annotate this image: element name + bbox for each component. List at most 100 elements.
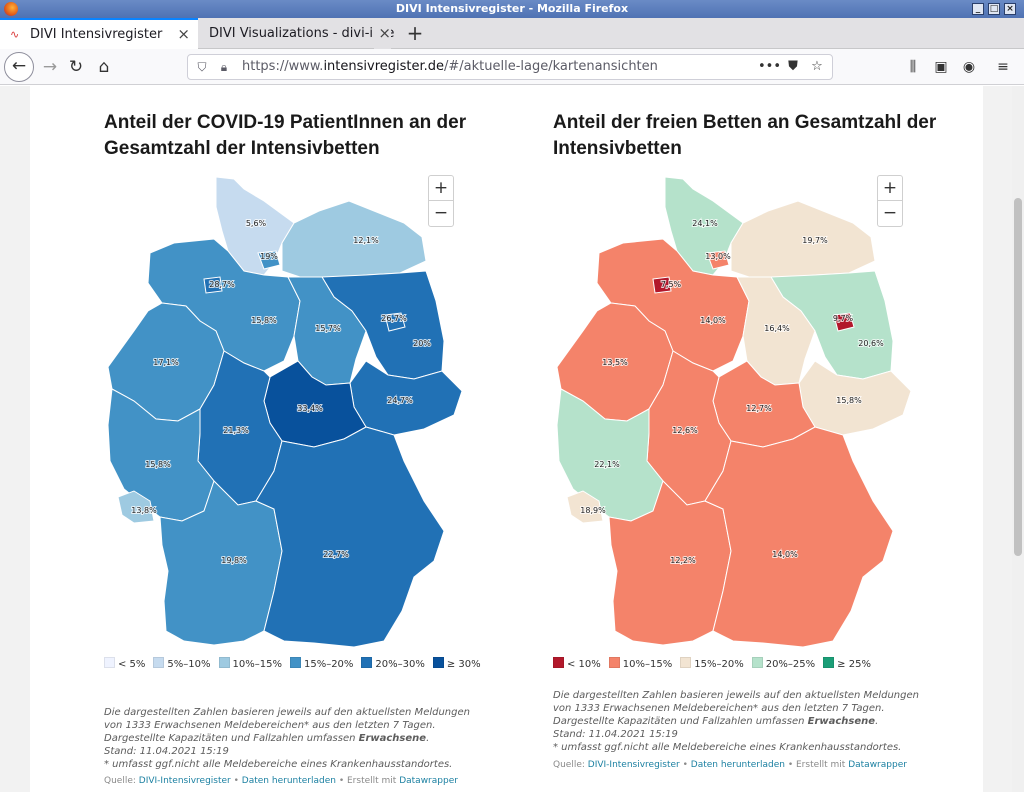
source-link[interactable]: DIVI-Intensivregister [587, 760, 680, 770]
bookmark-star-icon[interactable]: ☆ [811, 59, 823, 74]
page-scrollbar[interactable] [1012, 86, 1024, 792]
region-label-brandenburg: 20,6% [858, 339, 884, 348]
pocket-icon[interactable]: ⛊ [788, 59, 798, 74]
forward-button[interactable]: → [42, 57, 58, 77]
chart-notes: Die dargestellten Zahlen basieren jeweil… [104, 707, 470, 770]
region-label-niedersachsen: 14,0% [700, 316, 726, 325]
region-label-mecklenburg-vorpommern: 19,7% [802, 236, 828, 245]
page-body: Anteil der COVID-19 PatientInnen an der … [30, 86, 983, 792]
free-beds-map[interactable]: 24,1% 19,7% 14,0% 20,6% 16,4% 13,5% 15,8% 12,7%… [553, 171, 913, 651]
legend-label: 20%–25% [765, 659, 816, 670]
legend-item: < 5% [104, 657, 145, 673]
url-bar[interactable]: ⛉ 🔒︎ https://www.intensivregister.de/#/a… [187, 54, 833, 80]
legend-swatch [361, 657, 373, 668]
legend-item: 15%–20% [289, 657, 354, 673]
maximize-icon[interactable]: □ [988, 3, 1000, 15]
source-link[interactable]: DIVI-Intensivregister [138, 776, 231, 786]
legend-item: 20%–25% [751, 657, 816, 673]
zoom-control: + − [428, 175, 454, 227]
datawrapper-link[interactable]: Datawrapper [399, 776, 458, 786]
page-content: Anteil der COVID-19 PatientInnen an der … [0, 86, 1024, 792]
region-label-schleswig-holstein: 5,6% [246, 219, 267, 228]
zoom-out-button[interactable]: − [433, 203, 449, 223]
reload-button[interactable]: ↻ [68, 57, 84, 77]
legend-label: ≥ 25% [837, 659, 871, 670]
region-bremen[interactable] [203, 276, 223, 294]
region-label-sachsen: 24,7% [387, 396, 413, 405]
region-bremen[interactable] [652, 276, 672, 294]
close-icon[interactable]: × [374, 18, 391, 49]
region-label-rheinland-pfalz: 15,8% [145, 460, 171, 469]
url-text[interactable]: https://www.intensivregister.de/#/aktuel… [242, 59, 658, 74]
region-mecklenburg-vorpommern[interactable] [281, 200, 427, 280]
region-label-hamburg: 13,0% [705, 252, 731, 261]
legend-item: 10%–15% [608, 657, 672, 673]
more-actions-icon[interactable]: ••• [758, 59, 782, 74]
legend-swatch [751, 657, 763, 668]
lock-icon[interactable]: 🔒︎ [220, 60, 228, 74]
close-icon[interactable]: × [177, 25, 190, 43]
legend-swatch [608, 657, 620, 668]
region-berlin[interactable] [833, 312, 855, 332]
region-label-baden-wuerttemberg: 12,2% [670, 556, 696, 565]
zoom-in-button[interactable]: + [429, 176, 453, 201]
region-label-berlin: 9,7% [833, 314, 854, 323]
region-hamburg[interactable] [257, 250, 281, 270]
legend-swatch [218, 657, 230, 668]
covid-share-panel: Anteil der COVID-19 PatientInnen an der … [104, 86, 524, 792]
download-link[interactable]: Daten herunterladen [241, 776, 336, 786]
legend-swatch [680, 657, 692, 668]
close-window-icon[interactable]: × [1004, 3, 1016, 15]
legend-item: ≥ 30% [432, 657, 481, 673]
tab-divi-visualizations[interactable]: DIVI Visualizations - divi-inte × [199, 18, 399, 49]
region-label-bayern: 22,7% [323, 550, 349, 559]
region-saarland[interactable] [117, 490, 155, 524]
download-link[interactable]: Daten herunterladen [690, 760, 785, 770]
chart-source: Quelle: DIVI-Intensivregister • Daten he… [553, 760, 907, 770]
region-mecklenburg-vorpommern[interactable] [730, 200, 876, 280]
datawrapper-link[interactable]: Datawrapper [848, 760, 907, 770]
minimize-icon[interactable]: _ [972, 3, 984, 15]
tab-divi-intensivregister[interactable]: ∿ DIVI Intensivregister × [0, 18, 198, 49]
zoom-out-button[interactable]: − [882, 203, 898, 223]
region-label-baden-wuerttemberg: 19,8% [221, 556, 247, 565]
chart-title: Anteil der freien Betten an Gesamtzahl d… [553, 112, 937, 159]
library-icon[interactable]: ⫼ [909, 59, 917, 75]
legend-label: 5%–10% [167, 659, 211, 670]
navigation-bar: ← → ↻ ⌂ ⛉ 🔒︎ https://www.intensivregiste… [0, 49, 1024, 85]
legend-swatch [289, 657, 301, 668]
back-button[interactable]: ← [4, 52, 34, 82]
legend: < 10% 10%–15% 15%–20% 20%–25% ≥ 25% [553, 657, 953, 673]
legend-label: 15%–20% [694, 659, 744, 670]
region-bayern[interactable] [255, 426, 445, 648]
region-hamburg[interactable] [706, 250, 730, 270]
region-label-sachsen-anhalt: 15,7% [315, 324, 341, 333]
legend: < 5% 5%–10% 10%–15% 15%–20% 20%–30% ≥ 30% [104, 657, 504, 673]
shield-icon[interactable]: ⛉ [197, 60, 207, 74]
region-label-saarland: 13,8% [131, 506, 157, 515]
scrollbar-thumb[interactable] [1014, 198, 1022, 556]
region-label-rheinland-pfalz: 22,1% [594, 460, 620, 469]
region-label-bremen: 28,7% [209, 280, 235, 289]
legend-swatch [553, 657, 564, 668]
legend-item: < 10% [553, 657, 601, 673]
new-tab-button[interactable]: + [406, 21, 424, 45]
covid-share-map[interactable]: 5,6% 12,1% 15,8% 20% 15,7% 17,1% 24,7% 33,4% 21,… [104, 171, 464, 651]
legend-item: 15%–20% [680, 657, 744, 673]
legend-swatch [104, 657, 115, 668]
region-label-nordrhein-westfalen: 17,1% [153, 358, 179, 367]
account-icon[interactable]: ◉ [962, 59, 976, 75]
legend-label: 15%–20% [303, 659, 354, 670]
legend-swatch [432, 657, 444, 668]
legend-item: 20%–30% [361, 657, 425, 673]
region-label-hessen: 12,6% [672, 426, 698, 435]
region-berlin[interactable] [384, 312, 406, 332]
sidebar-icon[interactable]: ▣ [934, 59, 948, 75]
window-title-bar: DIVI Intensivregister - Mozilla Firefox … [0, 0, 1024, 18]
region-bayern[interactable] [704, 426, 894, 648]
home-button[interactable]: ⌂ [98, 57, 110, 77]
region-saarland[interactable] [566, 490, 604, 524]
zoom-in-button[interactable]: + [878, 176, 902, 201]
menu-icon[interactable]: ≡ [997, 59, 1009, 75]
region-label-hessen: 21,3% [223, 426, 249, 435]
